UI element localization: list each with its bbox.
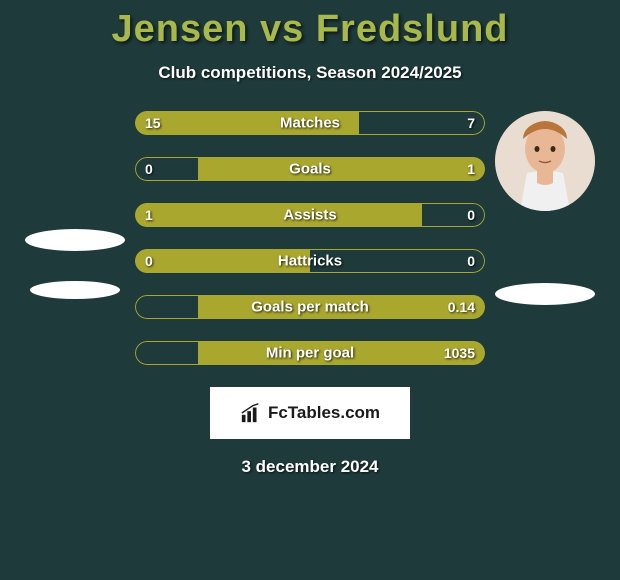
stat-value-right: 7 [467,115,475,131]
stat-label: Hattricks [278,253,342,270]
stat-value-right: 0 [467,207,475,223]
player-right-avatar [495,111,595,211]
player-left-avatar [25,111,125,211]
avatar-placeholder-icon [495,111,595,211]
subtitle: Club competitions, Season 2024/2025 [158,63,461,83]
page-title: Jensen vs Fredslund [111,8,508,51]
stat-value-left: 15 [145,115,161,131]
stat-fill-right [359,111,485,135]
stat-label: Assists [283,207,336,224]
stat-fill-left [135,341,198,365]
stat-value-right: 1035 [444,345,475,361]
chart-icon [240,402,262,424]
stat-bars: Matches157Goals01Assists10Hattricks00Goa… [135,111,485,365]
stat-value-left: 0 [145,161,153,177]
stat-row: Matches 15 7 [135,111,485,135]
player-right-badge [495,283,595,305]
stat-row: Goals 0 1 [135,157,485,181]
stat-value-right: 1 [467,161,475,177]
stat-row: Goals per match 0.14 [135,295,485,319]
stat-label: Matches [280,115,340,132]
player-right-column [485,111,605,365]
stat-label: Min per goal [266,345,354,362]
stat-label: Goals [289,161,331,178]
player-left-column [15,111,135,365]
brand-box: FcTables.com [210,387,410,439]
date-text: 3 december 2024 [241,457,378,477]
stat-label: Goals per match [251,299,369,316]
brand-text: FcTables.com [268,403,380,423]
stat-value-left: 0 [145,253,153,269]
compare-area: Matches157Goals01Assists10Hattricks00Goa… [0,111,620,365]
stat-fill-left [135,203,422,227]
stat-value-left: 1 [145,207,153,223]
player-left-badge-2 [30,281,120,299]
comparison-card: Jensen vs Fredslund Club competitions, S… [0,0,620,580]
stat-value-right: 0.14 [448,299,475,315]
stat-row: Min per goal 1035 [135,341,485,365]
player-left-badge-1 [25,229,125,251]
stat-value-right: 0 [467,253,475,269]
stat-row: Hattricks 0 0 [135,249,485,273]
stat-fill-right [422,203,485,227]
stat-fill-right [198,157,485,181]
stat-row: Assists 1 0 [135,203,485,227]
stat-fill-left [135,295,198,319]
